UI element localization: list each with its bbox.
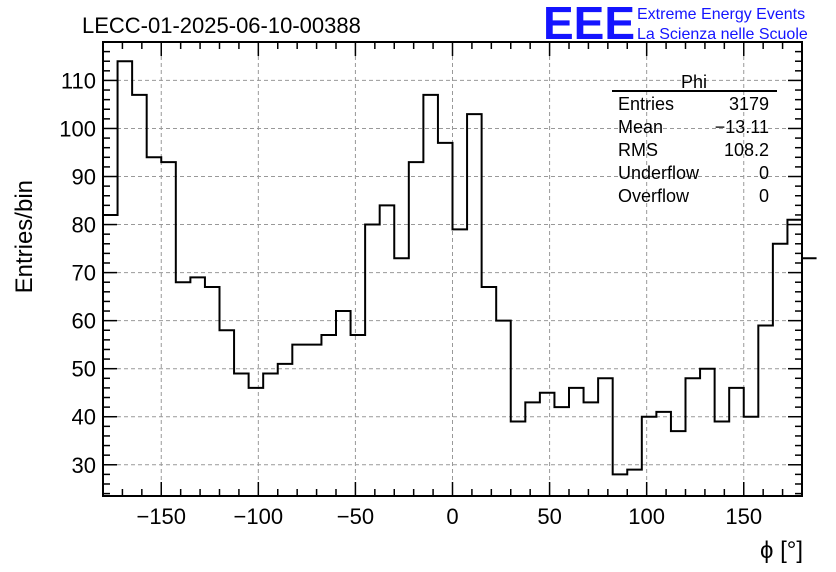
x-tick-label: −150 <box>136 504 186 529</box>
stats-row-value: 3179 <box>729 94 769 114</box>
stats-row-label: Underflow <box>618 163 700 183</box>
y-tick-label: 80 <box>72 213 96 238</box>
eee-logo: EEE Extreme Energy Events La Scienza nel… <box>543 0 808 49</box>
x-tick-label: 150 <box>725 504 762 529</box>
x-tick-label: −100 <box>234 504 284 529</box>
logo-line-1: Extreme Energy Events <box>637 6 805 23</box>
stats-row-label: Mean <box>618 117 663 137</box>
stats-rows: Entries 3179 Mean −13.11 RMS 108.2 Underflow 0 O… <box>618 94 769 206</box>
stats-row-label: RMS <box>618 140 658 160</box>
stats-row-label: Overflow <box>618 186 690 206</box>
grid-lines <box>103 42 802 496</box>
stats-title: Phi <box>681 72 707 92</box>
y-tick-label: 90 <box>72 165 96 190</box>
y-tick-label: 70 <box>72 261 96 286</box>
y-tick-label: 50 <box>72 357 96 382</box>
y-tick-label: 100 <box>59 116 96 141</box>
x-tick-label: −50 <box>337 504 374 529</box>
y-axis-tick-labels: 30 40 50 60 70 80 90 100 110 <box>59 68 96 477</box>
y-tick-label: 40 <box>72 405 96 430</box>
stats-box: Phi Entries 3179 Mean −13.11 RMS 108.2 Underfl… <box>612 72 777 206</box>
plot-area: −150 −100 −50 0 50 100 150 30 40 50 60 70 80 90 100 11… <box>59 41 817 529</box>
stats-row-value: 0 <box>759 163 769 183</box>
x-tick-label: 100 <box>628 504 665 529</box>
y-tick-label: 30 <box>72 453 96 478</box>
y-tick-label: 110 <box>61 68 96 93</box>
x-axis-tick-labels: −150 −100 −50 0 50 100 150 <box>136 504 762 529</box>
x-axis-title: ϕ [°] <box>760 537 803 564</box>
x-tick-label: 50 <box>537 504 561 529</box>
stats-row-label: Entries <box>618 94 674 114</box>
stats-row-value: 108.2 <box>724 140 769 160</box>
logo-line-2: La Scienza nelle Scuole <box>637 26 808 43</box>
stats-row-value: 0 <box>759 186 769 206</box>
x-tick-label: 0 <box>446 504 458 529</box>
eee-logo-mark: EEE <box>543 0 635 49</box>
histogram-line <box>103 60 817 476</box>
axis-ticks <box>102 41 803 496</box>
chart-title: LECC-01-2025-06-10-00388 <box>82 13 361 38</box>
y-axis-title: Entries/bin <box>11 180 38 293</box>
stats-row-value: −13.11 <box>715 117 769 137</box>
y-tick-label: 60 <box>72 309 96 334</box>
